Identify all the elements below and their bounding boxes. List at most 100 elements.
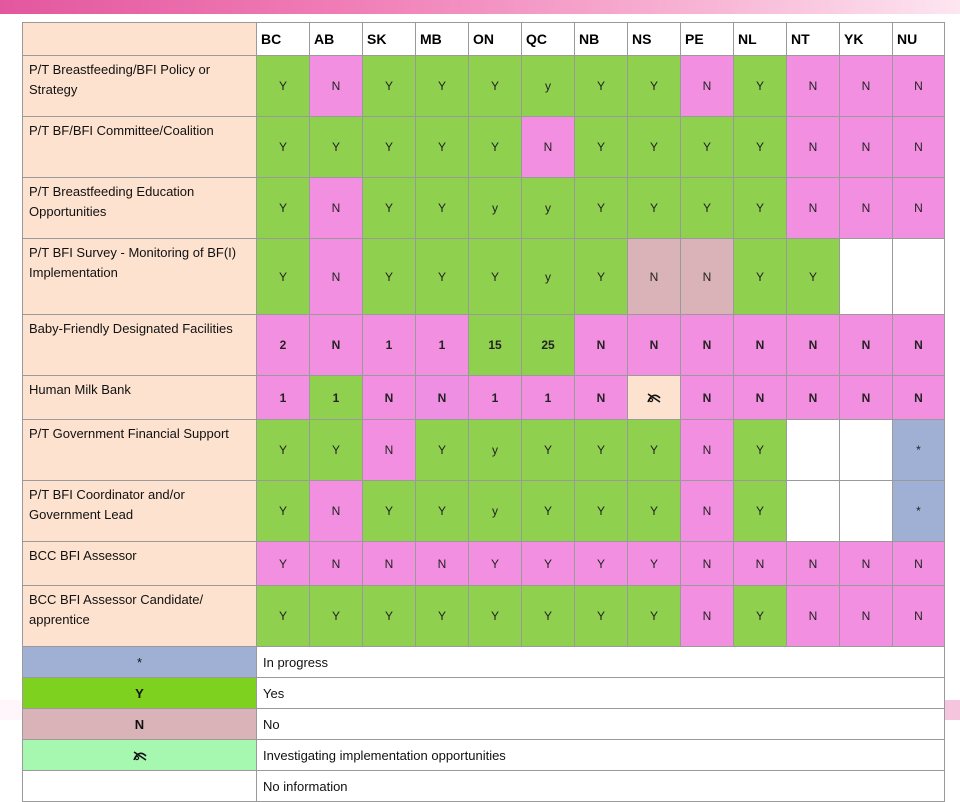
status-cell-on: y [468, 480, 522, 542]
status-cell-yk: N [839, 116, 893, 178]
status-cell-pe: N [680, 480, 734, 542]
status-cell-bc: Y [256, 177, 310, 239]
status-cell-bc: Y [256, 541, 310, 586]
row-label: P/T BF/BFI Committee/Coalition [22, 116, 257, 178]
header-gradient-band [0, 0, 960, 36]
legend-description: Investigating implementation opportuniti… [256, 739, 945, 771]
row-label: BCC BFI Assessor Candidate/ apprentice [22, 585, 257, 647]
status-cell-qc: y [521, 177, 575, 239]
status-cell-on: y [468, 419, 522, 481]
status-cell-nt: N [786, 375, 840, 420]
status-cell-nt: N [786, 585, 840, 647]
status-cell-qc: N [521, 116, 575, 178]
column-header-mb: MB [415, 22, 469, 56]
column-header-sk: SK [362, 22, 416, 56]
legend-key: * [22, 646, 257, 678]
status-cell-pe: N [680, 314, 734, 376]
status-cell-ns: N [627, 238, 681, 315]
status-cell-nb: Y [574, 480, 628, 542]
legend-key [22, 770, 257, 802]
status-cell-qc: Y [521, 585, 575, 647]
status-cell-ns: Y [627, 419, 681, 481]
status-cell-qc: y [521, 55, 575, 117]
status-cell-ab: N [309, 480, 363, 542]
status-cell-ab: N [309, 314, 363, 376]
table-row: P/T Breastfeeding/BFI Policy or Strategy… [22, 55, 945, 117]
status-cell-on: 15 [468, 314, 522, 376]
status-cell-nl: Y [733, 238, 787, 315]
status-cell-nu: N [892, 375, 945, 420]
legend-row: Y Yes [22, 677, 945, 709]
row-label: P/T BFI Coordinator and/or Government Le… [22, 480, 257, 542]
status-cell-nb: N [574, 314, 628, 376]
row-label: Baby-Friendly Designated Facilities [22, 314, 257, 376]
column-header-ns: NS [627, 22, 681, 56]
status-cell-yk [839, 238, 893, 315]
status-cell-nu: N [892, 116, 945, 178]
status-cell-sk: Y [362, 585, 416, 647]
status-cell-nb: Y [574, 177, 628, 239]
legend-description: Yes [256, 677, 945, 709]
status-cell-qc: Y [521, 419, 575, 481]
status-cell-nt: N [786, 116, 840, 178]
status-cell-nu: N [892, 585, 945, 647]
header-corner [22, 22, 257, 56]
status-cell-on: Y [468, 541, 522, 586]
status-cell-qc: 25 [521, 314, 575, 376]
status-cell-nl: N [733, 375, 787, 420]
status-cell-nu: N [892, 55, 945, 117]
status-cell-nu: N [892, 541, 945, 586]
status-cell-nu: N [892, 177, 945, 239]
status-cell-nt: N [786, 314, 840, 376]
status-cell-pe: N [680, 238, 734, 315]
row-label: P/T BFI Survey - Monitoring of BF(I) Imp… [22, 238, 257, 315]
status-cell-qc: Y [521, 480, 575, 542]
status-cell-nu: * [892, 419, 945, 481]
status-cell-nu [892, 238, 945, 315]
legend-row: N No [22, 708, 945, 740]
status-cell-nl: Y [733, 585, 787, 647]
status-cell-ns: Y [627, 55, 681, 117]
status-cell-yk: N [839, 314, 893, 376]
status-cell-nl: Y [733, 177, 787, 239]
status-cell-pe: N [680, 375, 734, 420]
status-cell-bc: Y [256, 238, 310, 315]
status-cell-mb: N [415, 541, 469, 586]
status-cell-nt: N [786, 541, 840, 586]
status-cell-mb: Y [415, 585, 469, 647]
legend-description: No [256, 708, 945, 740]
status-cell-nt [786, 480, 840, 542]
status-grid: BC AB SK MB ON QC NB NS PE NL NT YK NU P/T Breastfeed… [22, 22, 945, 802]
status-cell-pe: N [680, 585, 734, 647]
status-cell-pe: Y [680, 177, 734, 239]
column-header-nb: NB [574, 22, 628, 56]
status-cell-pe: Y [680, 116, 734, 178]
status-cell-on: Y [468, 55, 522, 117]
column-header-bc: BC [256, 22, 310, 56]
column-header-qc: QC [521, 22, 575, 56]
status-cell-ns: Y [627, 177, 681, 239]
status-cell-sk: Y [362, 177, 416, 239]
legend-row: * In progress [22, 646, 945, 678]
status-cell-sk: N [362, 419, 416, 481]
status-cell-sk: Y [362, 238, 416, 315]
status-cell-nl: N [733, 314, 787, 376]
status-cell-nl: Y [733, 480, 787, 542]
status-cell-nb: Y [574, 116, 628, 178]
status-cell-mb: Y [415, 419, 469, 481]
status-cell-yk [839, 419, 893, 481]
status-cell-bc: 1 [256, 375, 310, 420]
table-row: Human Milk Bank 1 1 N N 1 1 N N N N N N [22, 375, 945, 420]
column-header-yk: YK [839, 22, 893, 56]
status-cell-mb: Y [415, 55, 469, 117]
row-label: P/T Breastfeeding/BFI Policy or Strategy [22, 55, 257, 117]
status-cell-bc: Y [256, 585, 310, 647]
legend-row: No information [22, 770, 945, 802]
status-cell-ab: Y [309, 419, 363, 481]
table-row: BCC BFI Assessor Y N N N Y Y Y Y N N N N N [22, 541, 945, 586]
status-cell-nt [786, 419, 840, 481]
row-label: BCC BFI Assessor [22, 541, 257, 586]
column-header-pe: PE [680, 22, 734, 56]
status-cell-ab: Y [309, 585, 363, 647]
status-cell-qc: 1 [521, 375, 575, 420]
